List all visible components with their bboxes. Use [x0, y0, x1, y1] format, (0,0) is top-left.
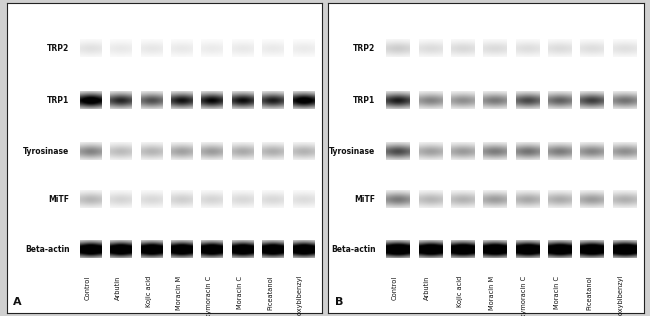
Text: TRP1: TRP1: [47, 96, 70, 105]
Text: Kojic acid: Kojic acid: [146, 276, 151, 307]
Text: MiTF: MiTF: [354, 195, 376, 204]
Text: Piceatanol: Piceatanol: [267, 276, 273, 310]
Text: Beta-actin: Beta-actin: [25, 245, 70, 254]
Text: Moracin C: Moracin C: [554, 276, 560, 309]
Text: Tyrosinase: Tyrosinase: [23, 147, 70, 156]
Text: Piceatanol: Piceatanol: [586, 276, 592, 310]
Text: o-hydroxymoracin C: o-hydroxymoracin C: [521, 276, 527, 316]
Text: 3, 4, 3’, 5-tetrahydroxybibenzyl: 3, 4, 3’, 5-tetrahydroxybibenzyl: [618, 276, 624, 316]
Text: 3, 4, 3’, 5-tetrahydroxybibenzyl: 3, 4, 3’, 5-tetrahydroxybibenzyl: [298, 276, 304, 316]
Text: Arbutin: Arbutin: [115, 276, 122, 300]
Text: Arbutin: Arbutin: [424, 276, 430, 300]
Text: MiTF: MiTF: [49, 195, 70, 204]
Text: TRP2: TRP2: [47, 44, 70, 52]
Text: TRP1: TRP1: [354, 96, 376, 105]
Text: Moracin C: Moracin C: [237, 276, 242, 309]
Text: Control: Control: [85, 276, 91, 300]
Text: Control: Control: [392, 276, 398, 300]
Text: Beta-actin: Beta-actin: [331, 245, 376, 254]
Text: Tyrosinase: Tyrosinase: [330, 147, 376, 156]
Text: Kojic acid: Kojic acid: [457, 276, 463, 307]
Text: B: B: [335, 297, 343, 307]
Text: A: A: [13, 297, 21, 307]
Text: Moracin M: Moracin M: [176, 276, 182, 310]
Text: Moracin M: Moracin M: [489, 276, 495, 310]
Text: o-hydroxymoracin C: o-hydroxymoracin C: [207, 276, 213, 316]
Text: TRP2: TRP2: [354, 44, 376, 52]
